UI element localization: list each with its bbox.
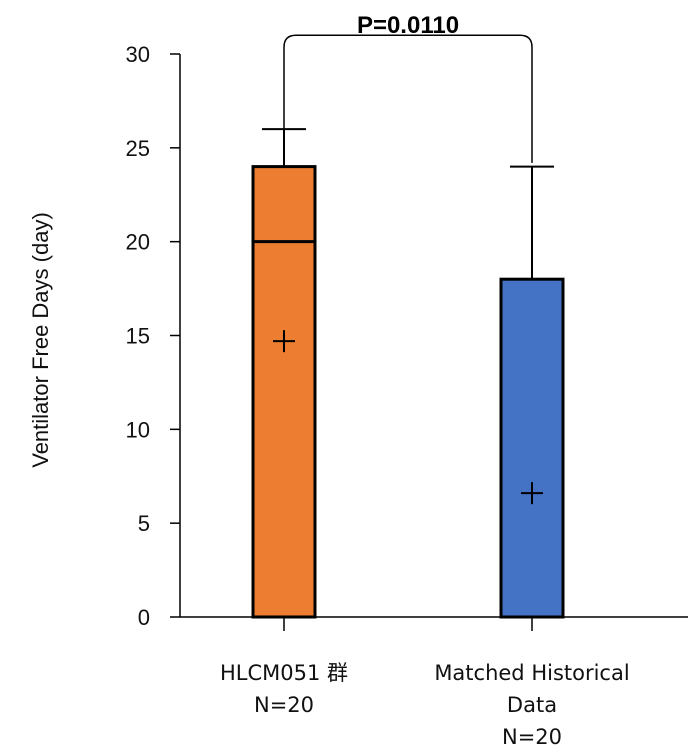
x-category-label: Matched Historical (434, 661, 629, 685)
bar (499, 277, 565, 619)
bars (251, 128, 565, 619)
significance-bracket-line (283, 34, 533, 163)
bar (251, 165, 317, 619)
x-axis-categories: HLCM051 群 N=20 Matched Historical Data N=20 (220, 617, 630, 749)
y-axis-ticks: 0 5 10 15 20 25 30 (126, 42, 180, 630)
y-tick-label: 25 (126, 136, 150, 161)
y-tick-label: 30 (126, 42, 150, 67)
p-value-label: P=0.0110 (357, 12, 459, 39)
y-tick-label: 10 (126, 417, 150, 442)
y-tick-label: 0 (138, 605, 150, 630)
y-tick-label: 5 (138, 511, 150, 536)
x-category-label: N=20 (254, 693, 314, 717)
x-category-label: HLCM051 群 (220, 661, 348, 685)
y-axis-label: Ventilator Free Days (day) (28, 212, 53, 468)
x-category-label: N=20 (502, 725, 562, 749)
significance-bracket: P=0.0110 (283, 12, 533, 163)
x-category-label: Data (507, 693, 557, 717)
y-tick-label: 15 (126, 324, 150, 349)
y-tick-label: 20 (126, 230, 150, 255)
